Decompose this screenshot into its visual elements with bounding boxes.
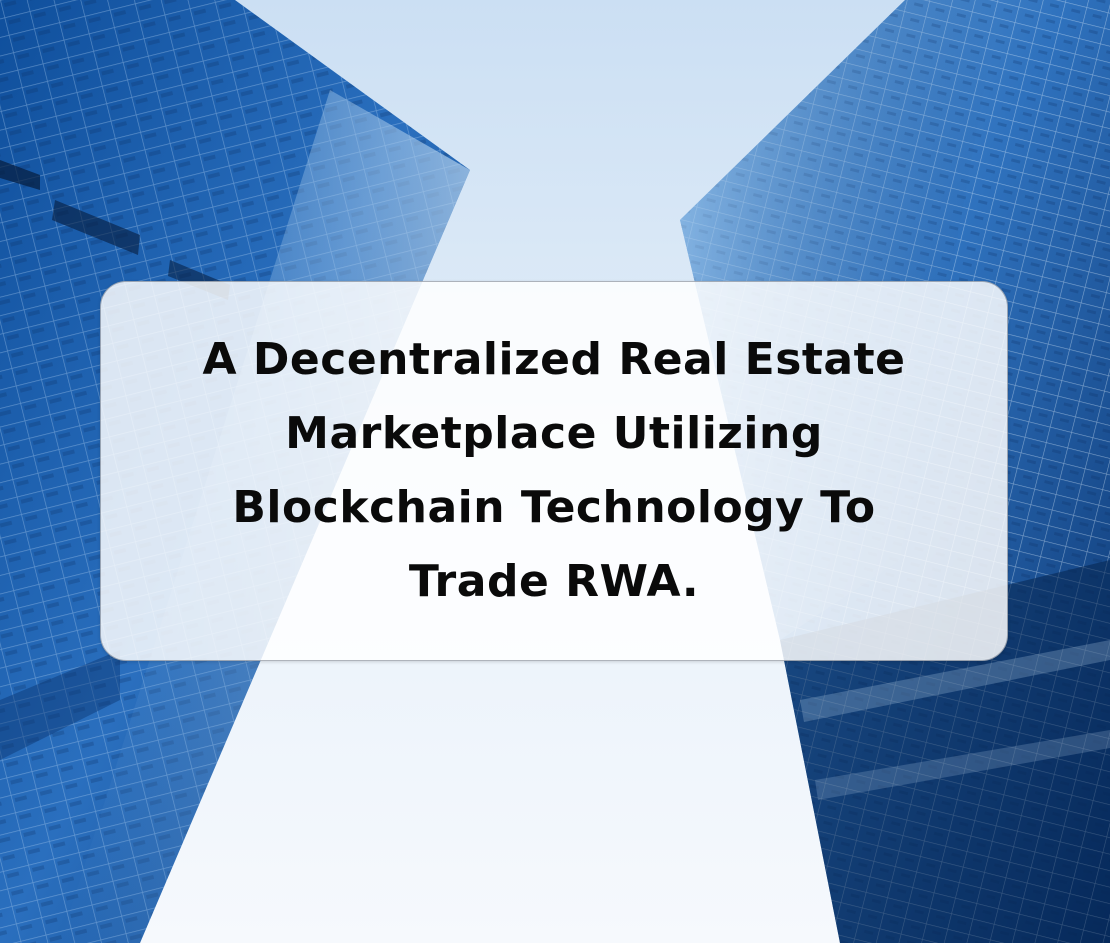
headline: A Decentralized Real Estate Marketplace … (124, 323, 984, 619)
headline-line-1: A Decentralized Real Estate (202, 334, 906, 385)
headline-line-3: Blockchain Technology To (232, 482, 876, 533)
headline-card: A Decentralized Real Estate Marketplace … (100, 281, 1008, 661)
headline-line-2: Marketplace Utilizing (285, 408, 823, 459)
headline-line-4: Trade RWA. (408, 556, 700, 607)
